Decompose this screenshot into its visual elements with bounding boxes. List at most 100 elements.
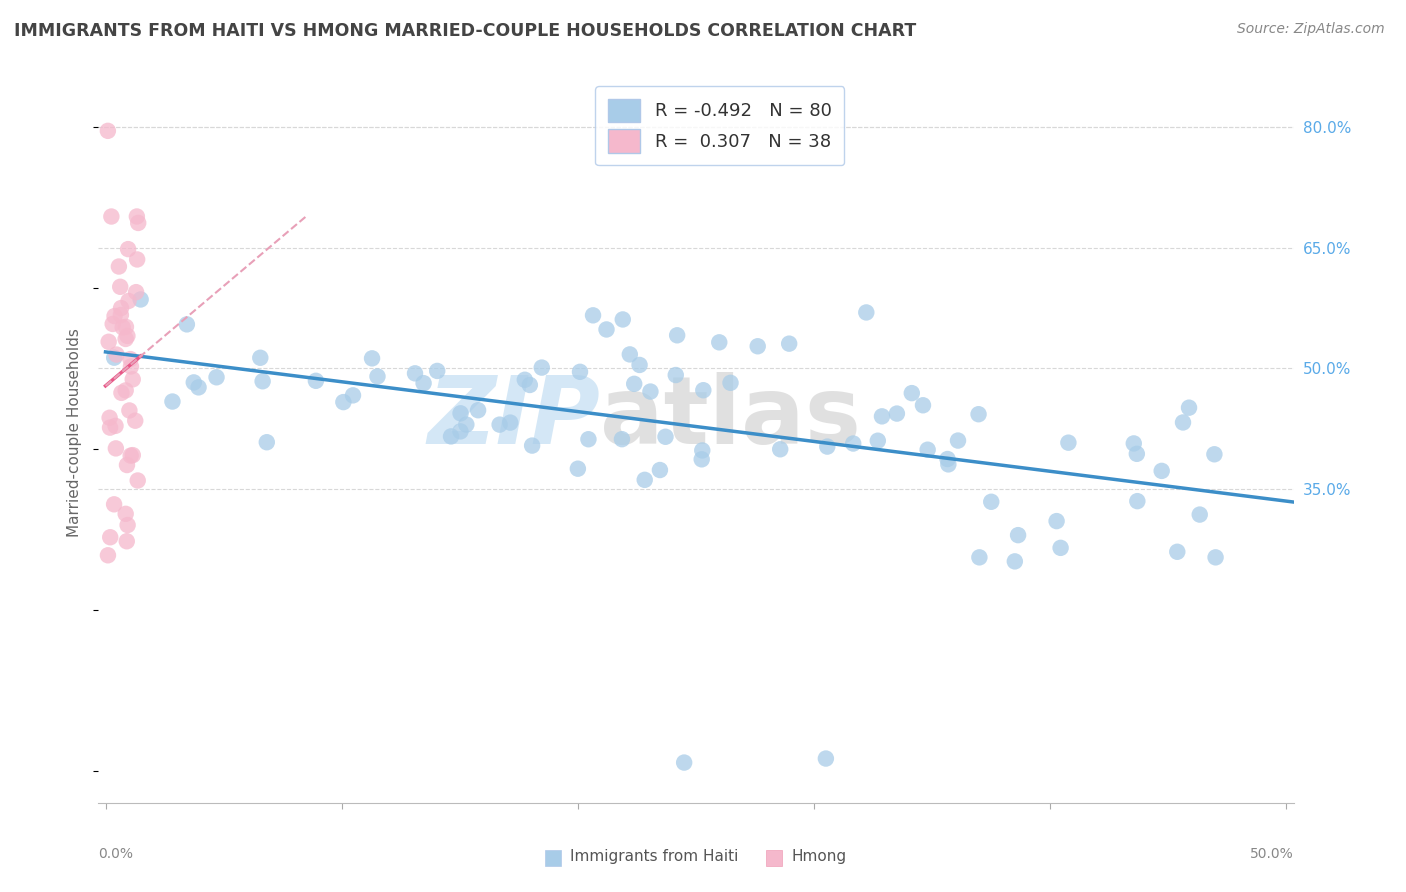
Point <box>690 452 713 467</box>
Point <box>125 285 148 300</box>
Point <box>127 216 149 230</box>
Point <box>488 417 510 432</box>
Point <box>110 385 132 400</box>
Point <box>815 440 838 454</box>
Point <box>612 312 634 326</box>
Point <box>578 432 600 446</box>
Point <box>513 373 536 387</box>
Point <box>105 347 128 361</box>
Point <box>1178 401 1201 415</box>
Point <box>980 495 1002 509</box>
Point <box>117 242 139 256</box>
Point <box>97 549 120 563</box>
Point <box>917 442 939 457</box>
Text: 50.0%: 50.0% <box>1250 847 1294 861</box>
Point <box>520 439 543 453</box>
Point <box>104 418 127 433</box>
Point <box>98 420 121 434</box>
Point <box>110 301 132 315</box>
Point <box>110 308 132 322</box>
Point <box>97 124 120 138</box>
Point <box>673 756 696 770</box>
Point <box>595 322 617 336</box>
Point <box>866 434 889 448</box>
Point <box>120 449 142 463</box>
Y-axis label: Married-couple Households: Married-couple Households <box>67 328 83 537</box>
Point <box>205 370 228 384</box>
Point <box>342 388 364 402</box>
Point <box>499 416 522 430</box>
Point <box>967 407 990 421</box>
Point <box>108 260 131 274</box>
Point <box>98 410 121 425</box>
Point <box>305 374 328 388</box>
Point <box>628 358 651 372</box>
Point <box>111 320 134 334</box>
Point <box>969 550 991 565</box>
Point <box>1049 541 1071 555</box>
Point <box>1057 435 1080 450</box>
Point <box>619 347 641 361</box>
Point <box>426 364 449 378</box>
Point <box>115 534 138 549</box>
Point <box>778 336 800 351</box>
Text: Immigrants from Haiti: Immigrants from Haiti <box>571 849 740 864</box>
Point <box>640 384 662 399</box>
Point <box>103 497 125 511</box>
Point <box>519 378 541 392</box>
Point <box>623 376 645 391</box>
Text: IMMIGRANTS FROM HAITI VS HMONG MARRIED-COUPLE HOUSEHOLDS CORRELATION CHART: IMMIGRANTS FROM HAITI VS HMONG MARRIED-C… <box>14 22 917 40</box>
Point <box>121 448 143 462</box>
Point <box>449 425 471 439</box>
Point <box>124 414 146 428</box>
Point <box>115 319 138 334</box>
Point <box>1166 545 1188 559</box>
Point <box>103 309 125 323</box>
Point <box>911 398 934 412</box>
Point <box>115 458 138 472</box>
Point <box>120 352 142 367</box>
Point <box>129 293 152 307</box>
Point <box>1205 550 1227 565</box>
Point <box>456 417 478 432</box>
Point <box>720 376 742 390</box>
Point <box>127 474 149 488</box>
Point <box>361 351 384 366</box>
Point <box>1004 554 1026 568</box>
Point <box>404 367 426 381</box>
Point <box>120 359 142 374</box>
Point <box>252 374 274 388</box>
Point <box>118 403 141 417</box>
Point <box>450 406 472 420</box>
Point <box>936 452 959 467</box>
Point <box>440 429 463 443</box>
Point <box>101 317 124 331</box>
Point <box>690 443 713 458</box>
Point <box>366 369 388 384</box>
Legend: R = -0.492   N = 80, R =  0.307   N = 38: R = -0.492 N = 80, R = 0.307 N = 38 <box>595 87 845 165</box>
Point <box>901 386 924 401</box>
Point <box>666 328 689 343</box>
Point <box>1171 416 1194 430</box>
Point <box>1150 464 1173 478</box>
Point <box>121 372 143 386</box>
Point <box>125 210 148 224</box>
Point <box>1126 494 1149 508</box>
Text: ZIP: ZIP <box>427 372 600 464</box>
Point <box>114 332 136 346</box>
Point <box>183 376 205 390</box>
Point <box>648 463 671 477</box>
Point <box>1045 514 1067 528</box>
Point <box>654 430 676 444</box>
Point <box>98 530 121 544</box>
Point <box>114 507 136 521</box>
Point <box>103 351 125 365</box>
Point <box>567 461 589 475</box>
Point <box>127 252 149 267</box>
Point <box>256 435 278 450</box>
Point <box>114 384 136 398</box>
Point <box>467 403 489 417</box>
Text: atlas: atlas <box>600 372 862 464</box>
Point <box>100 210 122 224</box>
Point <box>692 383 714 397</box>
